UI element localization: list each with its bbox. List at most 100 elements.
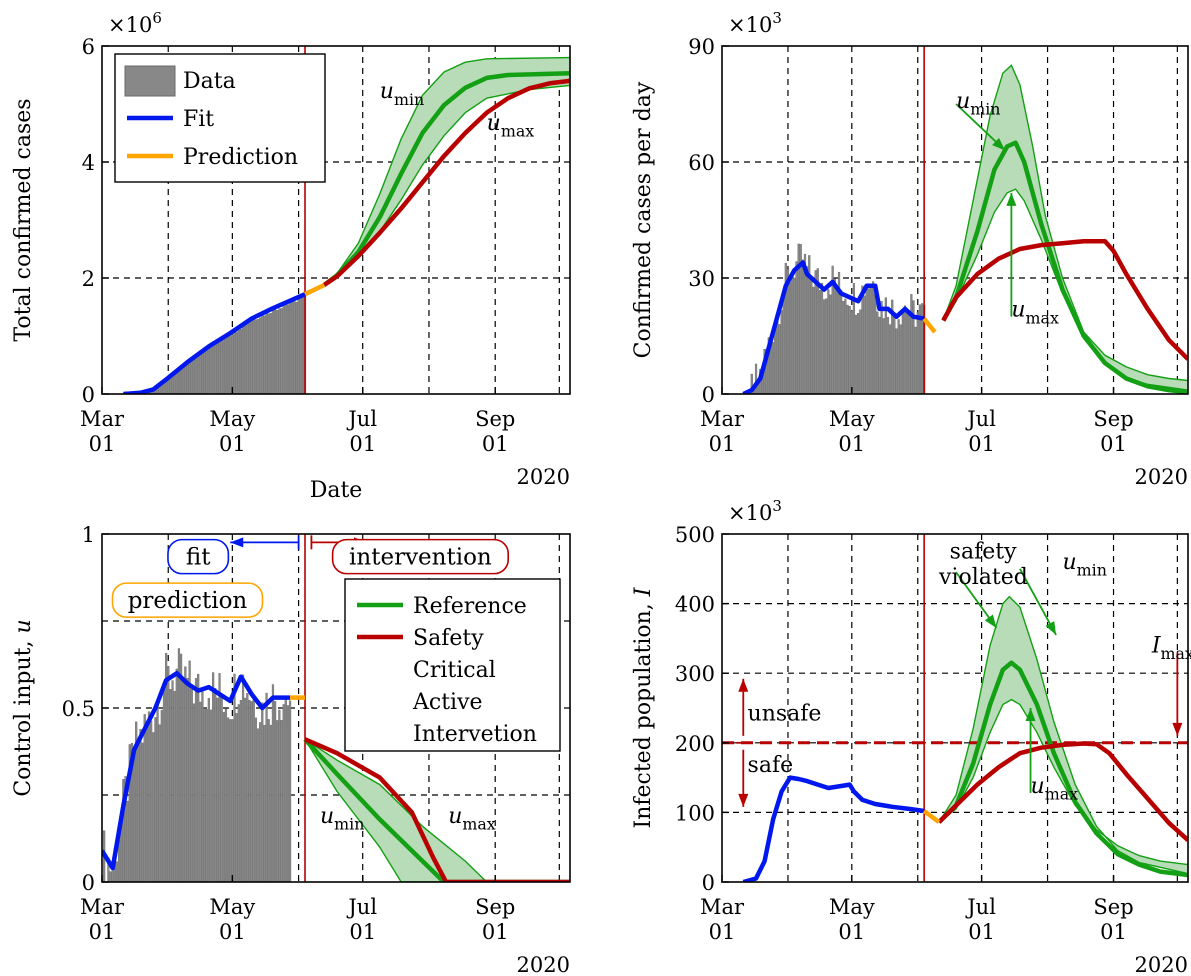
y-tick-label: 30 <box>688 267 715 291</box>
y-tick-label: 100 <box>675 801 715 825</box>
data-bar <box>857 313 860 394</box>
data-bar <box>280 719 283 882</box>
data-bar <box>197 354 200 394</box>
band-upper-line <box>323 56 570 286</box>
x-tick-label-day: 01 <box>219 432 246 456</box>
data-bar <box>280 308 283 394</box>
x-tick-label-month: Jul <box>346 895 377 919</box>
data-bar <box>201 351 204 394</box>
safety-line <box>941 239 1188 361</box>
label-safe: safe <box>748 753 794 778</box>
data-bar <box>276 720 279 882</box>
data-bar <box>237 330 240 394</box>
data-bar <box>827 289 830 394</box>
legend-label: Data <box>183 69 236 94</box>
data-bar <box>288 700 292 882</box>
data-bar <box>256 728 260 882</box>
band-lower-line <box>942 188 1188 382</box>
data-bar <box>203 351 206 394</box>
data-bar <box>109 871 112 882</box>
data-bar <box>273 701 277 882</box>
data-bar <box>218 339 221 394</box>
data-bar <box>192 358 195 394</box>
fit-arrow-head <box>230 537 244 548</box>
data-bar <box>207 347 210 394</box>
data-bar <box>229 719 232 882</box>
data-bar <box>160 709 163 882</box>
data-bar <box>246 693 249 882</box>
data-bar <box>209 709 213 882</box>
data-bar <box>122 778 125 882</box>
data-bar <box>263 724 266 882</box>
data-bar <box>840 290 843 394</box>
y-tick-label: 6 <box>82 35 95 59</box>
data-bar <box>229 335 232 394</box>
annotation-u-max: umax <box>1031 774 1079 804</box>
y-tick-label: 0 <box>82 871 95 895</box>
y-tick-label: 4 <box>82 151 95 175</box>
data-bar <box>846 304 849 394</box>
x-tick-label-day: 01 <box>482 920 509 944</box>
data-bar <box>259 722 262 882</box>
data-bar <box>252 696 255 882</box>
annotation-u-min: umin <box>1062 550 1106 580</box>
data-bar <box>859 309 862 394</box>
reference-line <box>941 140 1188 394</box>
data-bar <box>893 313 896 394</box>
data-bar <box>291 299 294 394</box>
x-axis-label: Date <box>310 478 363 503</box>
plot-area <box>102 46 570 394</box>
data-bar <box>184 666 187 882</box>
uncertainty-band <box>943 65 1188 391</box>
data-bar <box>835 287 839 394</box>
annotation-u-max: umax <box>487 111 535 141</box>
data-bar <box>812 286 815 394</box>
band-lower-line <box>304 738 570 882</box>
box-label-fit: fit <box>186 545 211 571</box>
annotation-u-min: umin <box>320 804 364 834</box>
safe-arrow-head <box>738 793 749 807</box>
data-bar <box>199 701 202 882</box>
data-bar <box>173 373 176 394</box>
data-bar <box>139 729 142 882</box>
data-bar <box>226 336 230 394</box>
data-bar <box>233 330 236 394</box>
data-bar <box>852 283 856 394</box>
data-bar <box>171 680 174 882</box>
chart-total: 0246Mar01May01Jul01Sep012020Date×106Tota… <box>11 9 571 503</box>
data-bar <box>205 349 208 394</box>
x-tick-label-day: 01 <box>968 920 995 944</box>
data-bar <box>224 337 228 394</box>
data-bar <box>867 288 870 394</box>
data-bar <box>222 711 225 882</box>
data-bar <box>265 692 268 882</box>
data-bar <box>199 353 202 394</box>
box-prediction <box>111 582 264 618</box>
data-bar <box>207 697 210 882</box>
legend-label: Prediction <box>183 145 298 170</box>
data-bar <box>869 286 873 394</box>
x-tick-label-day: 01 <box>89 432 116 456</box>
data-bar <box>842 301 845 394</box>
x-tick-label-day: 01 <box>1100 920 1127 944</box>
y-tick-label: 0 <box>702 871 715 895</box>
data-bar <box>910 294 913 394</box>
data-bar <box>175 371 178 394</box>
x-tick-label-month: Jul <box>965 895 996 919</box>
data-bar <box>916 312 919 394</box>
data-bar <box>169 689 172 882</box>
legend-label: Reference <box>413 594 527 619</box>
data-bar <box>871 281 875 394</box>
data-bar <box>233 673 236 882</box>
y-tick-label: 90 <box>688 35 715 59</box>
x-tick-label-month: Sep <box>1093 895 1133 919</box>
data-bar <box>250 320 253 394</box>
y-tick-label: 2 <box>82 267 95 291</box>
data-bar <box>177 368 181 394</box>
x-tick-label-day: 01 <box>482 432 509 456</box>
data-bar <box>188 660 191 882</box>
data-bar <box>156 702 159 882</box>
data-bar <box>788 282 792 394</box>
safety-line <box>304 737 570 882</box>
